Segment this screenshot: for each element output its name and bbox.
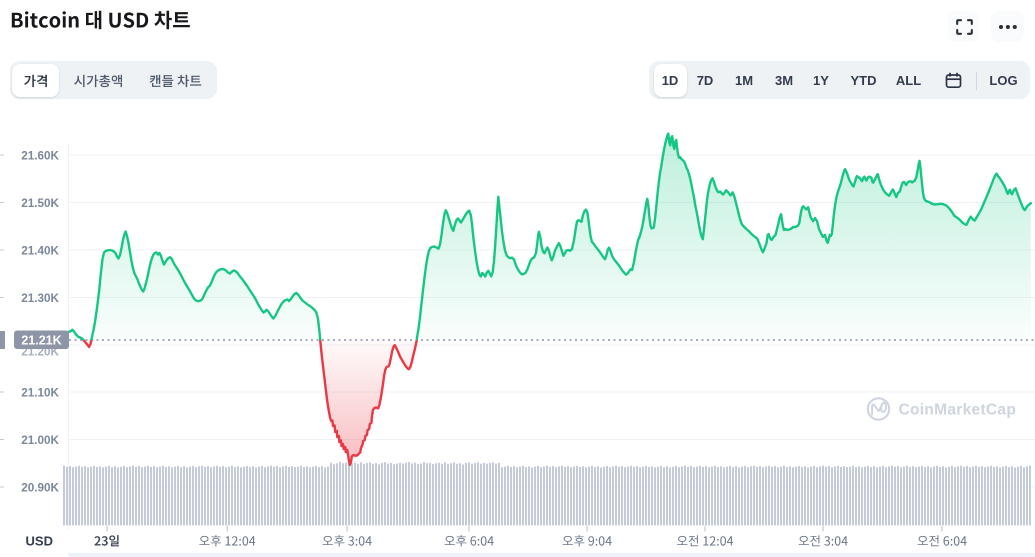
svg-text:21.10K: 21.10K (21, 386, 59, 399)
svg-text:21.00K: 21.00K (21, 434, 59, 447)
svg-text:CoinMarketCap: CoinMarketCap (899, 402, 1017, 419)
svg-text:20.90K: 20.90K (21, 481, 59, 494)
svg-text:21.40K: 21.40K (21, 244, 59, 257)
svg-text:21.30K: 21.30K (21, 292, 59, 305)
svg-text:21.50K: 21.50K (21, 197, 59, 210)
svg-text:21.60K: 21.60K (21, 149, 59, 162)
svg-text:21.21K: 21.21K (21, 333, 61, 347)
svg-text:USD: USD (26, 534, 53, 549)
